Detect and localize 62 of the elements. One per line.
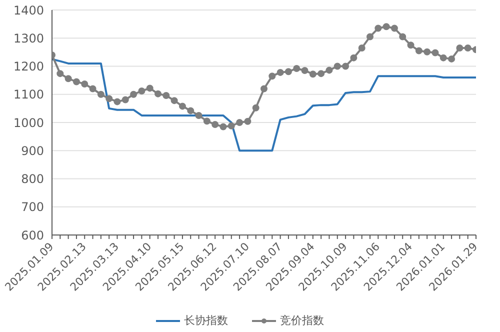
point <box>244 118 252 125</box>
point <box>440 54 447 62</box>
point <box>415 47 422 54</box>
point <box>366 33 374 40</box>
legend-label: 竞价指数 <box>280 313 324 328</box>
y-tick-label: 1100 <box>13 88 44 102</box>
point <box>374 24 382 32</box>
point <box>334 62 341 70</box>
point <box>228 122 235 130</box>
point <box>64 75 72 82</box>
point <box>81 80 88 88</box>
point <box>130 90 138 98</box>
point <box>106 95 113 102</box>
point <box>203 118 210 125</box>
point <box>268 72 276 80</box>
y-tick-label: 1300 <box>13 31 44 46</box>
point <box>448 55 456 62</box>
y-tick-label: 1400 <box>13 3 44 18</box>
y-tick-label: 600 <box>21 228 44 242</box>
point <box>284 68 292 76</box>
point <box>318 70 325 78</box>
y-tick-label: 700 <box>21 200 44 214</box>
point <box>326 66 333 74</box>
point <box>187 107 194 114</box>
point <box>89 85 96 92</box>
point <box>122 96 129 104</box>
point <box>220 123 227 130</box>
y-tick-label: 1200 <box>13 60 44 74</box>
y-tick-label: 800 <box>21 172 44 186</box>
point <box>236 119 244 126</box>
y-tick-label: 900 <box>21 144 44 158</box>
point <box>399 33 406 40</box>
point <box>252 104 260 112</box>
point <box>56 70 64 78</box>
point <box>170 97 178 104</box>
point <box>358 44 366 52</box>
point <box>276 68 284 76</box>
point <box>178 102 186 110</box>
point <box>146 84 154 92</box>
point <box>97 90 104 98</box>
point <box>464 44 472 52</box>
point <box>382 23 390 30</box>
point <box>390 24 398 32</box>
point <box>293 65 300 72</box>
point <box>212 120 219 128</box>
point <box>260 85 268 92</box>
point <box>114 98 121 106</box>
point <box>301 66 308 74</box>
point <box>456 44 464 52</box>
point <box>424 48 431 56</box>
point <box>309 70 316 78</box>
point <box>342 62 350 70</box>
point <box>432 49 439 56</box>
point <box>350 54 358 62</box>
point <box>138 88 146 94</box>
point <box>195 112 202 119</box>
legend-label: 长协指数 <box>184 313 228 328</box>
y-tick-label: 1000 <box>13 116 44 130</box>
point <box>154 90 162 98</box>
point <box>407 42 414 49</box>
point <box>162 92 170 99</box>
point <box>72 78 80 86</box>
